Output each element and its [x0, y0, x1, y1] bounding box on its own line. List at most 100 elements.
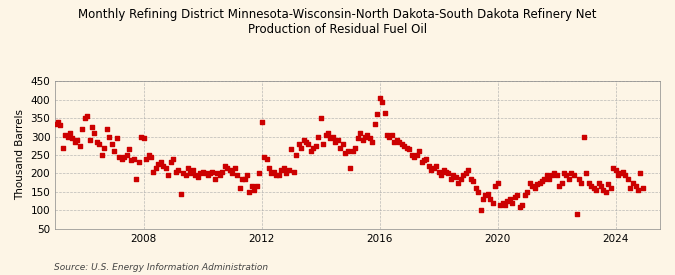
Point — [288, 169, 299, 174]
Point — [537, 178, 547, 183]
Point — [227, 171, 238, 175]
Point — [399, 144, 410, 148]
Point — [286, 147, 296, 152]
Point — [251, 184, 262, 188]
Point — [387, 133, 398, 137]
Point — [180, 173, 191, 177]
Point — [495, 202, 506, 207]
Point — [59, 133, 70, 137]
Point — [354, 131, 365, 135]
Point — [146, 155, 157, 159]
Point — [140, 156, 151, 161]
Point — [458, 173, 468, 177]
Point — [62, 134, 73, 139]
Point — [242, 173, 252, 177]
Point — [564, 177, 574, 181]
Point — [168, 156, 179, 161]
Point — [261, 156, 272, 161]
Point — [616, 171, 626, 175]
Point — [500, 202, 510, 207]
Point — [244, 189, 254, 194]
Point — [409, 155, 420, 159]
Point — [605, 186, 616, 190]
Point — [485, 197, 495, 201]
Point — [369, 122, 380, 126]
Point — [517, 202, 528, 207]
Point — [492, 180, 503, 185]
Point — [396, 142, 407, 146]
Point — [364, 136, 375, 141]
Point — [483, 191, 493, 196]
Point — [556, 180, 567, 185]
Point — [595, 184, 606, 188]
Point — [352, 136, 363, 141]
Point — [278, 166, 289, 170]
Point — [522, 189, 533, 194]
Point — [532, 182, 543, 187]
Point — [342, 149, 353, 153]
Point — [271, 173, 282, 177]
Point — [524, 180, 535, 185]
Point — [514, 204, 525, 209]
Point — [236, 177, 247, 181]
Point — [549, 171, 560, 175]
Point — [323, 131, 333, 135]
Point — [52, 120, 63, 124]
Point — [197, 169, 208, 174]
Point — [520, 193, 531, 198]
Point — [384, 134, 395, 139]
Point — [82, 114, 92, 119]
Point — [507, 201, 518, 205]
Point — [625, 186, 636, 190]
Point — [175, 191, 186, 196]
Point — [618, 169, 628, 174]
Point — [67, 136, 78, 141]
Point — [637, 186, 648, 190]
Point — [433, 169, 444, 174]
Point — [431, 164, 441, 168]
Point — [298, 138, 309, 142]
Point — [188, 167, 198, 172]
Point — [72, 138, 83, 142]
Point — [574, 177, 585, 181]
Point — [327, 134, 338, 139]
Point — [446, 177, 456, 181]
Point — [544, 177, 555, 181]
Point — [212, 171, 223, 175]
Point — [151, 166, 161, 170]
Point — [613, 173, 624, 177]
Point — [571, 212, 582, 216]
Point — [541, 173, 552, 177]
Point — [435, 173, 446, 177]
Point — [601, 189, 612, 194]
Point — [57, 145, 68, 150]
Point — [381, 133, 392, 137]
Point — [551, 173, 562, 177]
Point — [99, 145, 110, 150]
Point — [219, 164, 230, 168]
Point — [546, 173, 557, 177]
Point — [315, 116, 326, 120]
Point — [512, 193, 523, 198]
Point — [153, 162, 164, 166]
Point — [630, 184, 641, 188]
Point — [269, 169, 279, 174]
Point — [284, 167, 294, 172]
Point — [50, 122, 61, 126]
Point — [86, 125, 97, 130]
Point — [578, 134, 589, 139]
Point — [182, 166, 193, 170]
Point — [308, 145, 319, 150]
Point — [276, 167, 287, 172]
Point — [296, 145, 306, 150]
Point — [114, 155, 125, 159]
Point — [475, 208, 486, 212]
Point — [101, 127, 112, 131]
Point — [122, 153, 132, 157]
Point — [502, 199, 513, 203]
Point — [603, 182, 614, 187]
Point — [94, 142, 105, 146]
Point — [178, 171, 188, 175]
Point — [109, 149, 119, 153]
Point — [441, 169, 452, 174]
